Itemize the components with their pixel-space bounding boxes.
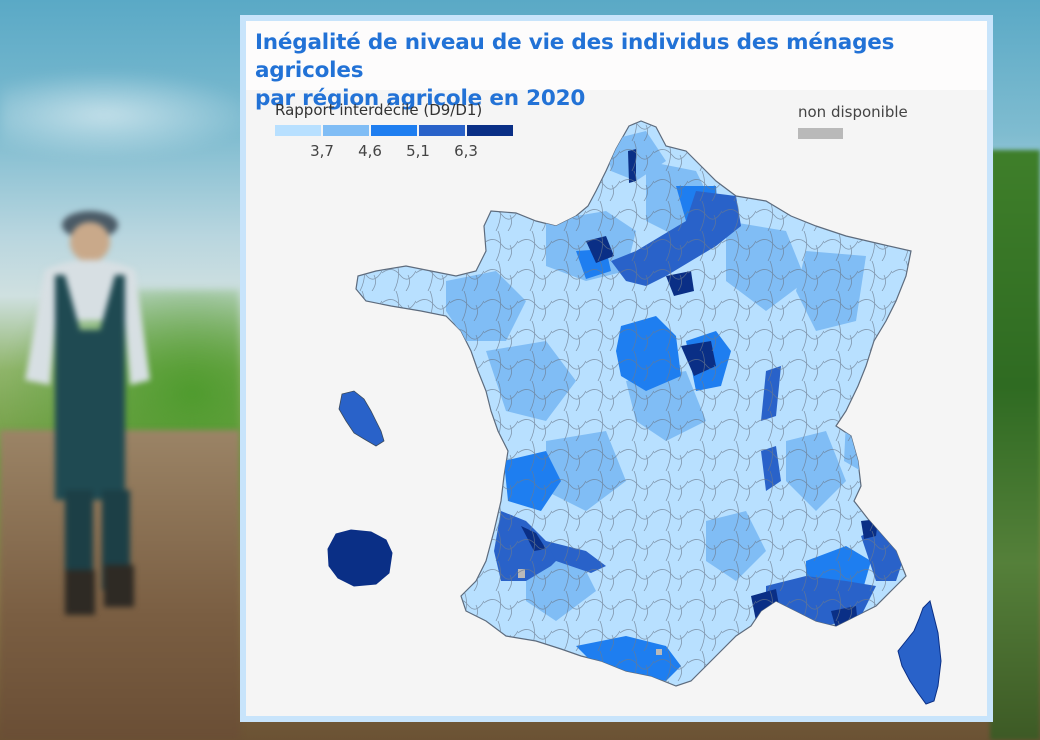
la-reunion xyxy=(327,529,393,587)
chart-card: Inégalité de niveau de vie des individus… xyxy=(240,15,993,722)
legend-ticks: 3,7 4,6 5,1 6,3 xyxy=(267,142,515,162)
chart-panel: Inégalité de niveau de vie des individus… xyxy=(246,21,987,716)
chart-title: Inégalité de niveau de vie des individus… xyxy=(255,29,987,113)
legend-swatch-class-1 xyxy=(275,125,321,136)
not-available-label: non disponible xyxy=(798,103,908,121)
legend-swatch-class-4 xyxy=(419,125,465,136)
legend-swatch-class-2 xyxy=(323,125,369,136)
legend-tick: 4,6 xyxy=(358,142,382,160)
title-band xyxy=(246,21,987,90)
legend-tick: 6,3 xyxy=(454,142,478,160)
legend-title: Rapport interdécile (D9/D1) xyxy=(275,101,483,119)
region-fills xyxy=(356,121,911,686)
background-foliage-right xyxy=(990,150,1040,740)
not-available-legend: non disponible xyxy=(798,103,908,139)
legend-tick: 5,1 xyxy=(406,142,430,160)
france-choropleth-map xyxy=(327,120,942,705)
color-legend: Rapport interdécile (D9/D1) 3,7 4,6 5,1 … xyxy=(267,101,515,162)
background-clouds xyxy=(0,70,260,160)
not-available-swatch xyxy=(798,128,843,139)
legend-swatches xyxy=(275,125,515,136)
farmer-figure xyxy=(25,211,150,615)
martinique xyxy=(338,390,385,447)
chart-title-line-2: par région agricole en 2020 xyxy=(255,86,586,111)
corsica xyxy=(897,600,942,705)
legend-swatch-class-5 xyxy=(467,125,513,136)
legend-tick: 3,7 xyxy=(310,142,334,160)
legend-swatch-class-3 xyxy=(371,125,417,136)
chart-title-line-1: Inégalité de niveau de vie des individus… xyxy=(255,30,895,83)
